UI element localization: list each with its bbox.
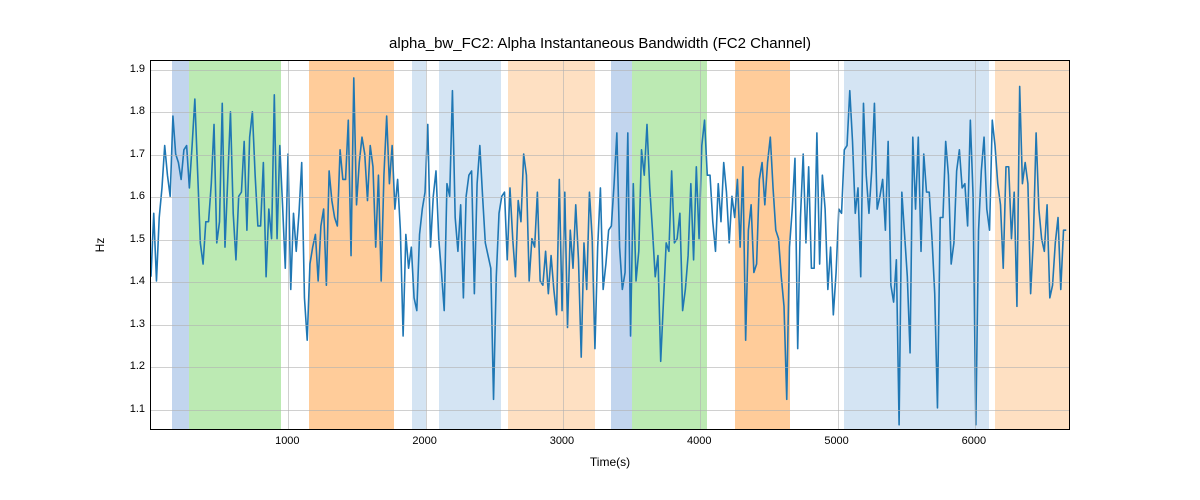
grid-line-v xyxy=(288,61,289,429)
y-tick-label: 1.4 xyxy=(130,275,145,287)
x-axis-label: Time(s) xyxy=(590,455,630,469)
figure: alpha_bw_FC2: Alpha Instantaneous Bandwi… xyxy=(0,0,1200,500)
y-tick-label: 1.7 xyxy=(130,148,145,160)
x-tick-label: 6000 xyxy=(962,435,986,447)
x-tick-label: 2000 xyxy=(412,435,436,447)
x-tick-label: 5000 xyxy=(824,435,848,447)
y-tick-label: 1.3 xyxy=(130,318,145,330)
grid-line-v xyxy=(426,61,427,429)
y-tick-label: 1.6 xyxy=(130,190,145,202)
x-tick-label: 3000 xyxy=(550,435,574,447)
y-tick-label: 1.1 xyxy=(130,403,145,415)
y-axis-label: Hz xyxy=(93,238,107,253)
grid-line-v xyxy=(563,61,564,429)
plot-area xyxy=(150,60,1070,430)
grid-line-v xyxy=(700,61,701,429)
y-tick-label: 1.8 xyxy=(130,105,145,117)
y-tick-label: 1.9 xyxy=(130,63,145,75)
x-tick-label: 4000 xyxy=(687,435,711,447)
grid-line-v xyxy=(975,61,976,429)
y-tick-label: 1.5 xyxy=(130,233,145,245)
y-tick-label: 1.2 xyxy=(130,360,145,372)
x-tick-label: 1000 xyxy=(275,435,299,447)
grid-line-v xyxy=(838,61,839,429)
chart-title: alpha_bw_FC2: Alpha Instantaneous Bandwi… xyxy=(0,35,1200,52)
